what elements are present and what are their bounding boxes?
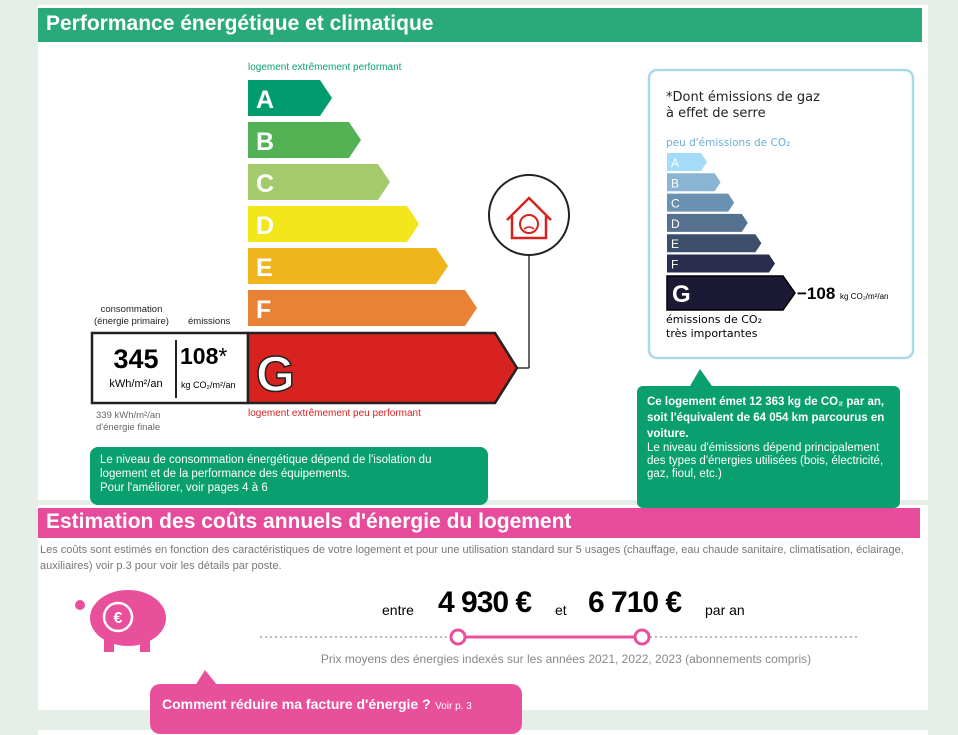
energy-class-bar — [246, 331, 519, 405]
tip-pointer — [195, 670, 218, 686]
bold-note: Ce logement émet 12 363 kg de CO₂ par an… — [647, 396, 885, 440]
ges-class-letter: G — [672, 281, 691, 308]
section-title: Estimation des coûts annuels d'énergie d… — [38, 508, 920, 538]
bottom-label: logement extrêmement peu performant — [248, 408, 421, 419]
ges-class-letter: A — [671, 156, 679, 170]
line: à effet de serre — [666, 106, 766, 121]
ges-class-letter: E — [671, 237, 679, 251]
piggy-icon: € — [114, 610, 123, 627]
line: Le niveau de consommation énergétique dé… — [100, 454, 432, 480]
header-line: (énergie primaire) — [94, 316, 169, 327]
energy-class-letter: B — [256, 128, 274, 156]
ges-class-bar — [667, 213, 748, 232]
cost-low: 4 930 € — [438, 586, 532, 619]
ges-bottom-label: émissions de CO₂ très importantes — [666, 313, 762, 341]
ges-note: Ce logement émet 12 363 kg de CO₂ par an… — [637, 386, 900, 508]
house-icon — [506, 196, 552, 240]
per-year: par an — [705, 602, 745, 618]
ges-class-bar — [667, 193, 735, 212]
value: −108 — [797, 284, 836, 303]
link-button[interactable]: Comment réduire ma facture d'énergie ? V… — [150, 684, 522, 734]
energy-note: Le niveau de consommation énergétique dé… — [90, 447, 488, 505]
piggy-icon — [75, 600, 85, 610]
energy-class-bar — [248, 80, 332, 116]
final-energy: 339 kWh/m²/an d'énergie finale — [96, 410, 160, 434]
note: Le niveau d'émissions dépend principalem… — [647, 442, 884, 480]
range-max — [633, 628, 651, 646]
energy-class-bar — [248, 206, 419, 242]
unit: kg CO₂/m²/an — [840, 292, 889, 301]
emissions-header: émissions — [188, 316, 231, 327]
line: 339 kWh/m²/an — [96, 410, 161, 421]
value: 108 — [180, 343, 219, 369]
consumption-unit: kWh/m²/an — [109, 378, 163, 390]
energy-class-bar — [248, 122, 361, 158]
ges-class-letter: F — [671, 258, 678, 272]
house-icon — [523, 226, 535, 230]
between: entre — [382, 602, 414, 618]
ges-class-letter: B — [671, 176, 679, 190]
section-title: Performance énergétique et climatique — [38, 8, 922, 42]
header-line: consommation — [100, 304, 163, 315]
ges-class-bar — [667, 254, 775, 273]
consumption-header: consommation (énergie primaire) — [94, 304, 169, 328]
ges-class-bar — [666, 275, 796, 311]
ges-class-bar — [667, 173, 721, 192]
energy-class-letter: E — [256, 254, 273, 282]
line: d'énergie finale — [96, 422, 161, 433]
ges-class-bar — [667, 153, 707, 171]
piggy-icon — [102, 601, 134, 633]
energy-class-bar — [248, 248, 448, 284]
ges-value: −108 kg CO₂/m²/an — [797, 284, 888, 304]
ges-title: *Dont émissions de gaz à effet de serre — [666, 90, 820, 122]
line: émissions de CO₂ — [666, 313, 762, 326]
costs-description: Les coûts sont estimés en fonction des c… — [40, 544, 904, 572]
top-label: logement extrêmement performant — [248, 62, 402, 73]
costs-footnote: Prix moyens des énergies indexés sur les… — [320, 652, 812, 666]
line: *Dont émissions de gaz — [666, 90, 820, 105]
energy-class-letter: A — [256, 86, 274, 114]
emissions-unit: kg CO₂/m²/an — [181, 380, 236, 390]
ges-class-letter: D — [671, 217, 680, 231]
cost-high: 6 710 € — [588, 586, 682, 619]
ges-class-letter: C — [671, 197, 680, 211]
emissions-value: 108* — [180, 343, 227, 370]
costs-panel — [38, 505, 928, 710]
energy-class-letter: C — [256, 170, 274, 198]
ges-class-bar — [667, 234, 762, 253]
energy-class-bar — [248, 164, 390, 200]
house-icon — [519, 214, 539, 234]
and: et — [555, 602, 567, 618]
piggy-icon — [90, 590, 166, 646]
piggy-icon — [104, 636, 114, 652]
line: Pour l'améliorer, voir pages 4 à 6 — [100, 482, 268, 494]
link-ref[interactable]: Voir p. 3 — [435, 701, 472, 712]
piggy-icon — [140, 636, 150, 652]
energy-class-letter: F — [256, 296, 271, 324]
line: très importantes — [666, 327, 758, 340]
energy-class-letter: D — [256, 212, 274, 240]
ges-top-label: peu d'émissions de CO₂ — [666, 137, 791, 149]
range-min — [449, 628, 467, 646]
consumption-value: 345 — [113, 344, 159, 374]
energy-class-letter: G — [256, 346, 295, 402]
energy-class-bar — [248, 290, 477, 326]
value-box — [90, 331, 250, 405]
tip-pointer — [690, 369, 712, 386]
link-text[interactable]: Comment réduire ma facture d'énergie ? — [162, 696, 431, 712]
star: * — [218, 343, 228, 369]
